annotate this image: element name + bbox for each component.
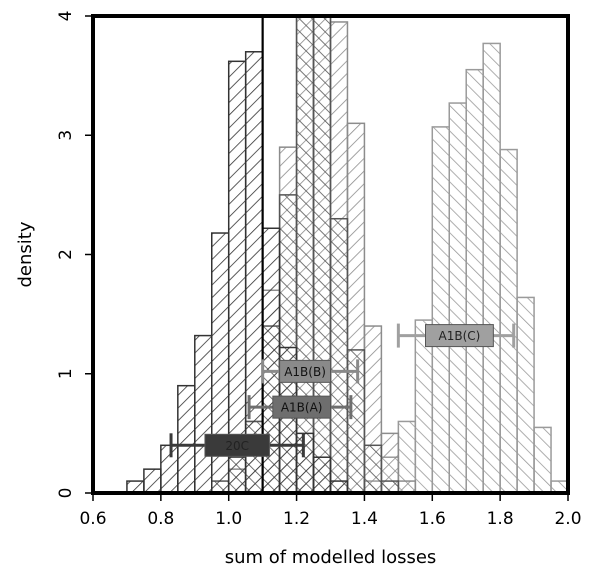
x-tick-label: 1.0 bbox=[215, 509, 242, 529]
histogram-bars bbox=[126, 16, 568, 493]
interval-markers: A1B(C) A1B(B) A1B(A) 20C bbox=[169, 323, 516, 458]
x-tick-label: 0.6 bbox=[79, 509, 106, 529]
interval-marker: A1B(A) bbox=[247, 395, 353, 420]
x-axis-label: sum of modelled losses bbox=[225, 547, 437, 568]
histogram-bar bbox=[227, 60, 247, 493]
histogram-bar bbox=[329, 480, 349, 493]
histogram-bar bbox=[244, 51, 264, 493]
interval-marker: A1B(C) bbox=[396, 323, 516, 348]
histogram-bar bbox=[448, 102, 467, 493]
y-tick-label: 4 bbox=[56, 11, 76, 22]
interval-box bbox=[279, 359, 332, 383]
x-tick-label: 2.0 bbox=[554, 509, 581, 529]
y-tick-label: 1 bbox=[56, 368, 76, 379]
interval-label: A1B(C) bbox=[439, 329, 481, 343]
interval-marker: A1B(B) bbox=[261, 359, 360, 384]
histogram-bar bbox=[482, 42, 501, 493]
interval-box bbox=[204, 433, 270, 457]
y-tick-label: 2 bbox=[56, 249, 76, 260]
x-tick-label: 1.6 bbox=[419, 509, 446, 529]
interval-label: 20C bbox=[225, 439, 249, 453]
histogram-bar bbox=[533, 426, 552, 493]
histogram-bar bbox=[312, 16, 332, 493]
histogram-bar bbox=[194, 334, 213, 493]
y-axis-label: density bbox=[15, 221, 36, 287]
interval-label: A1B(B) bbox=[284, 365, 326, 379]
y-tick-label: 0 bbox=[56, 488, 76, 499]
axes: 0.6 0.8 1.0 1.2 1.4 1.6 1.8 2.0 0 1 2 3 4 bbox=[56, 11, 582, 529]
histogram-bar bbox=[499, 148, 518, 493]
histogram-bar bbox=[329, 217, 349, 493]
histogram-bar bbox=[177, 384, 196, 493]
histogram-bar bbox=[380, 480, 400, 493]
histogram-bar bbox=[295, 16, 315, 493]
x-tick-label: 1.4 bbox=[351, 509, 378, 529]
histogram-bar bbox=[363, 444, 383, 493]
interval-label: A1B(A) bbox=[281, 401, 323, 415]
x-tick-label: 1.8 bbox=[487, 509, 514, 529]
histogram-bar bbox=[295, 432, 315, 493]
x-tick-label: 1.2 bbox=[283, 509, 310, 529]
histogram-bar bbox=[312, 456, 332, 493]
histogram-bar bbox=[465, 68, 484, 493]
histogram-bar bbox=[278, 346, 298, 493]
x-tick-label: 0.8 bbox=[147, 509, 174, 529]
interval-box bbox=[425, 324, 494, 348]
interval-marker: 20C bbox=[169, 433, 305, 458]
histogram-bar bbox=[143, 468, 162, 493]
y-tick-label: 3 bbox=[56, 130, 76, 141]
histogram-bar bbox=[346, 349, 366, 493]
histogram-bar bbox=[431, 126, 450, 493]
interval-box bbox=[272, 395, 332, 419]
histogram-bar bbox=[516, 296, 535, 493]
histogram-bar bbox=[160, 444, 179, 493]
